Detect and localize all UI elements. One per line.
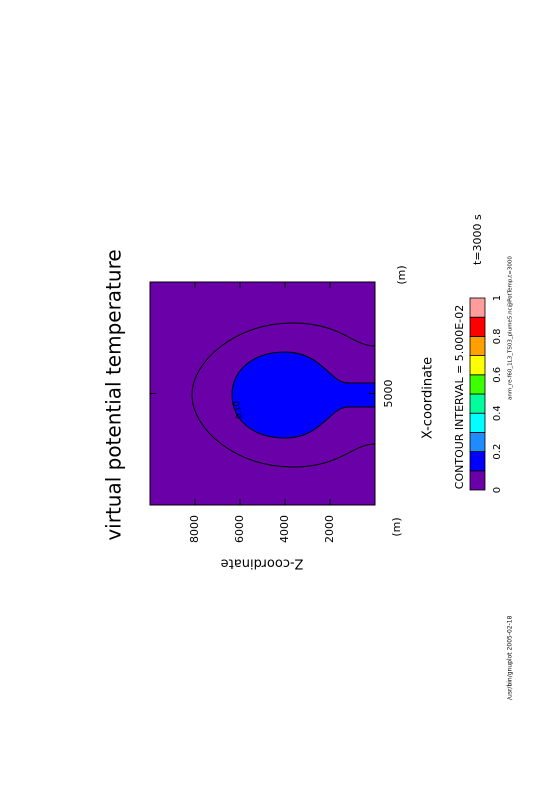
contour-label: 0.10 bbox=[232, 400, 244, 419]
landscape-page: virtual potential temperature X-coordina… bbox=[102, 214, 514, 700]
y-tick-label: 6000 bbox=[233, 515, 246, 543]
colorbar-box bbox=[469, 336, 486, 357]
chart-title: virtual potential temperature bbox=[102, 249, 126, 540]
colorbar-box bbox=[469, 470, 486, 491]
y-axis-unit: (m) bbox=[390, 517, 403, 536]
contour-region bbox=[231, 351, 376, 439]
colorbar-tick-label: 1 bbox=[492, 295, 503, 301]
colorbar-box bbox=[469, 374, 486, 395]
y-tick-label: 4000 bbox=[278, 515, 291, 543]
x-axis-label: X-coordinate bbox=[421, 357, 436, 439]
colorbar-box bbox=[469, 297, 486, 318]
colorbar-box bbox=[469, 451, 486, 472]
colorbar-box bbox=[469, 432, 486, 453]
contour-line bbox=[191, 322, 376, 468]
colorbar-box bbox=[469, 412, 486, 433]
time-label: t=3000 s bbox=[471, 214, 484, 265]
colorbar-box bbox=[469, 393, 486, 414]
colorbar-tick-label: 0.2 bbox=[492, 444, 503, 460]
colorbar-tick-label: 0.4 bbox=[492, 405, 503, 421]
contour-interval: CONTOUR INTERVAL = 5.000E-02 bbox=[453, 305, 466, 489]
y-axis-label: Z-coordinate bbox=[221, 556, 304, 571]
colorbar-box bbox=[469, 355, 486, 376]
y-tick-label: 8000 bbox=[188, 515, 201, 543]
colorbar-box bbox=[469, 316, 486, 337]
x-tick-label: 5000 bbox=[382, 380, 395, 408]
footer-right: anm_re-f60_1L3_TS03_plume5.nc@PotTemp,t=… bbox=[508, 256, 514, 400]
colorbar-tick-label: 0.8 bbox=[492, 328, 503, 344]
colorbar-tick-label: 0.6 bbox=[492, 367, 503, 383]
y-tick-label: 2000 bbox=[323, 515, 336, 543]
x-axis-unit: (m) bbox=[395, 265, 408, 284]
colorbar-tick-label: 0 bbox=[492, 487, 503, 493]
footer-left: /usr/bin/gnuplot 2005-02-18 bbox=[507, 615, 514, 700]
